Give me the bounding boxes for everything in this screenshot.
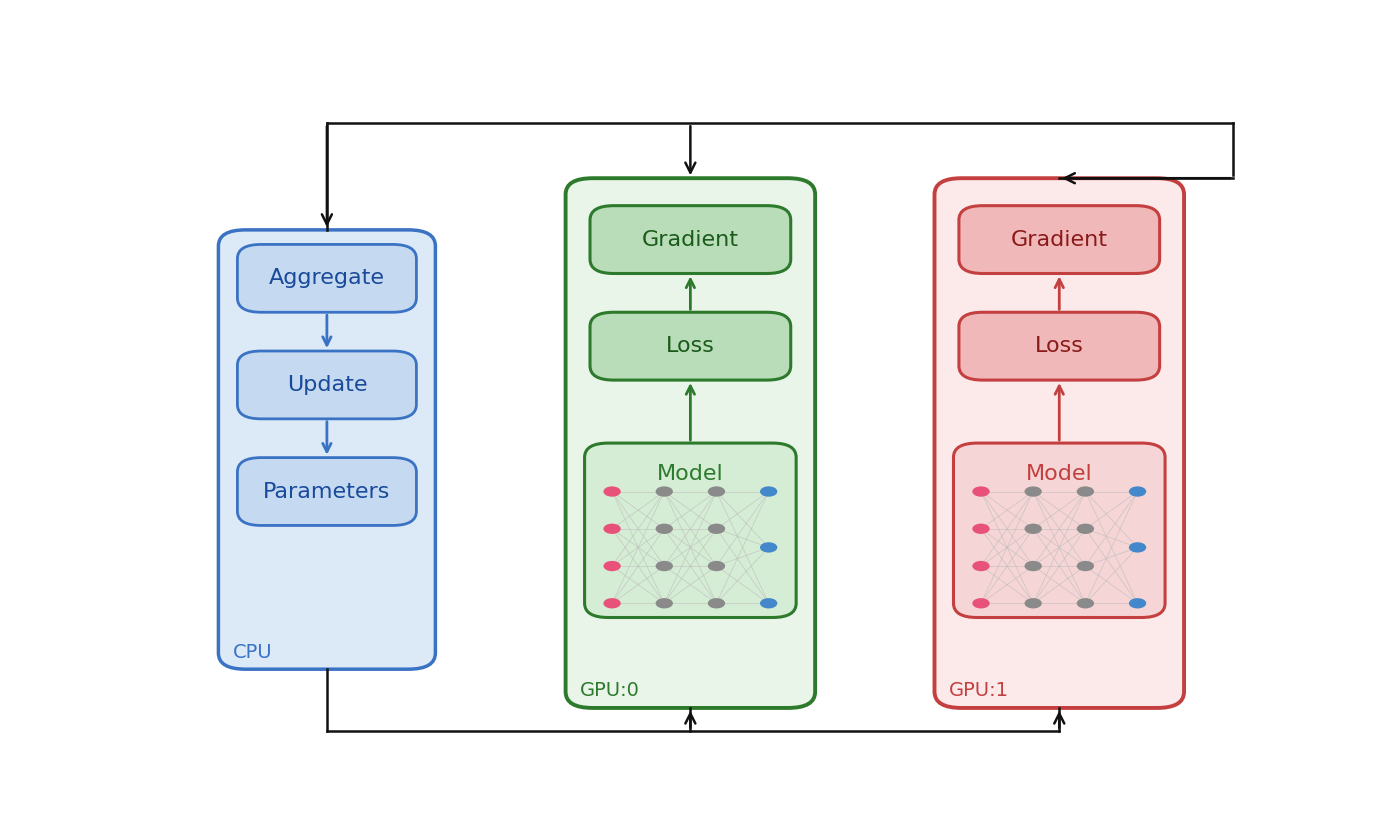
FancyBboxPatch shape — [959, 206, 1159, 274]
Circle shape — [603, 598, 620, 608]
Circle shape — [973, 598, 990, 608]
FancyBboxPatch shape — [238, 244, 416, 312]
Circle shape — [708, 524, 725, 534]
Text: Update: Update — [287, 375, 367, 395]
Text: Gradient: Gradient — [641, 230, 739, 249]
Circle shape — [655, 524, 673, 534]
Circle shape — [760, 598, 777, 608]
Text: Loss: Loss — [666, 336, 715, 357]
Circle shape — [1077, 598, 1093, 608]
Text: CPU: CPU — [232, 643, 272, 662]
Circle shape — [1025, 487, 1042, 497]
Circle shape — [1025, 560, 1042, 571]
Circle shape — [708, 598, 725, 608]
FancyBboxPatch shape — [589, 206, 791, 274]
FancyBboxPatch shape — [589, 312, 791, 380]
FancyBboxPatch shape — [238, 351, 416, 419]
Circle shape — [973, 487, 990, 497]
Circle shape — [1128, 542, 1147, 553]
Text: Model: Model — [1026, 464, 1092, 484]
Circle shape — [655, 598, 673, 608]
Circle shape — [1025, 524, 1042, 534]
FancyBboxPatch shape — [585, 443, 797, 618]
FancyBboxPatch shape — [953, 443, 1165, 618]
Circle shape — [760, 487, 777, 497]
Circle shape — [655, 487, 673, 497]
Text: GPU:0: GPU:0 — [580, 681, 640, 701]
FancyBboxPatch shape — [935, 178, 1184, 708]
Text: Gradient: Gradient — [1011, 230, 1107, 249]
Circle shape — [973, 524, 990, 534]
Circle shape — [708, 487, 725, 497]
FancyBboxPatch shape — [218, 230, 435, 670]
Circle shape — [603, 487, 620, 497]
Circle shape — [1025, 598, 1042, 608]
Circle shape — [1077, 560, 1093, 571]
Circle shape — [973, 560, 990, 571]
Text: GPU:1: GPU:1 — [949, 681, 1008, 701]
Circle shape — [760, 542, 777, 553]
Circle shape — [1128, 487, 1147, 497]
Text: Loss: Loss — [1035, 336, 1084, 357]
Circle shape — [603, 560, 620, 571]
Circle shape — [1077, 487, 1093, 497]
Text: Model: Model — [657, 464, 724, 484]
Circle shape — [1128, 598, 1147, 608]
FancyBboxPatch shape — [959, 312, 1159, 380]
FancyBboxPatch shape — [238, 457, 416, 525]
Circle shape — [655, 560, 673, 571]
Circle shape — [603, 524, 620, 534]
FancyBboxPatch shape — [566, 178, 815, 708]
Text: Parameters: Parameters — [263, 482, 391, 502]
Text: Aggregate: Aggregate — [269, 268, 385, 289]
Circle shape — [1077, 524, 1093, 534]
Circle shape — [708, 560, 725, 571]
